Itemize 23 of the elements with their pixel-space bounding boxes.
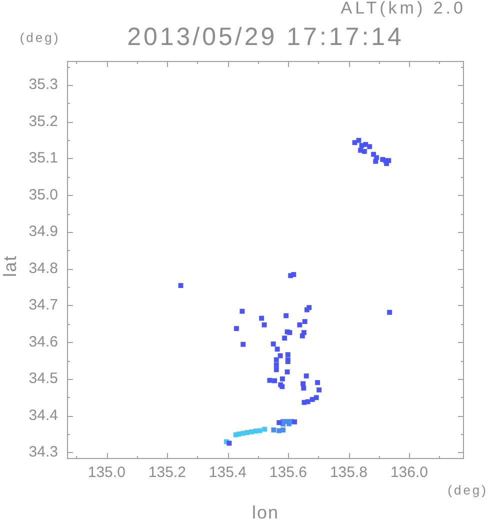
y-tick-label: 34.6 xyxy=(28,333,58,350)
x-tick-label: 135.0 xyxy=(88,464,126,482)
chart-subtitle: ALT(km) 2.0 xyxy=(340,0,466,18)
text: (deg) xyxy=(20,30,60,46)
y-axis-title: lat xyxy=(0,254,20,278)
y-tick-label: 34.9 xyxy=(28,223,58,240)
y-tick-label: 35.1 xyxy=(28,150,58,167)
y-tick-label: 35.3 xyxy=(28,76,58,94)
text: (deg) xyxy=(448,482,488,498)
y-tick-label: 35.2 xyxy=(28,112,58,130)
x-axis-title: lon xyxy=(252,502,280,521)
x-tick-label: 135.6 xyxy=(269,464,307,482)
y-tick-label: 34.8 xyxy=(28,260,58,277)
x-tick-label: 135.2 xyxy=(148,464,186,482)
y-tick-label: 34.7 xyxy=(28,296,58,314)
x-tick-label: 135.4 xyxy=(208,464,246,482)
x-tick-label: 136.0 xyxy=(390,464,428,482)
x-tick-label: 135.8 xyxy=(330,464,368,482)
y-tick-label: 34.4 xyxy=(28,406,58,424)
y-tick-label: 35.0 xyxy=(28,186,58,204)
y-tick-label: 34.3 xyxy=(28,444,58,461)
chart-title: 2013/05/29 17:17:14 xyxy=(127,22,404,51)
y-tick-label: 34.5 xyxy=(28,370,58,388)
